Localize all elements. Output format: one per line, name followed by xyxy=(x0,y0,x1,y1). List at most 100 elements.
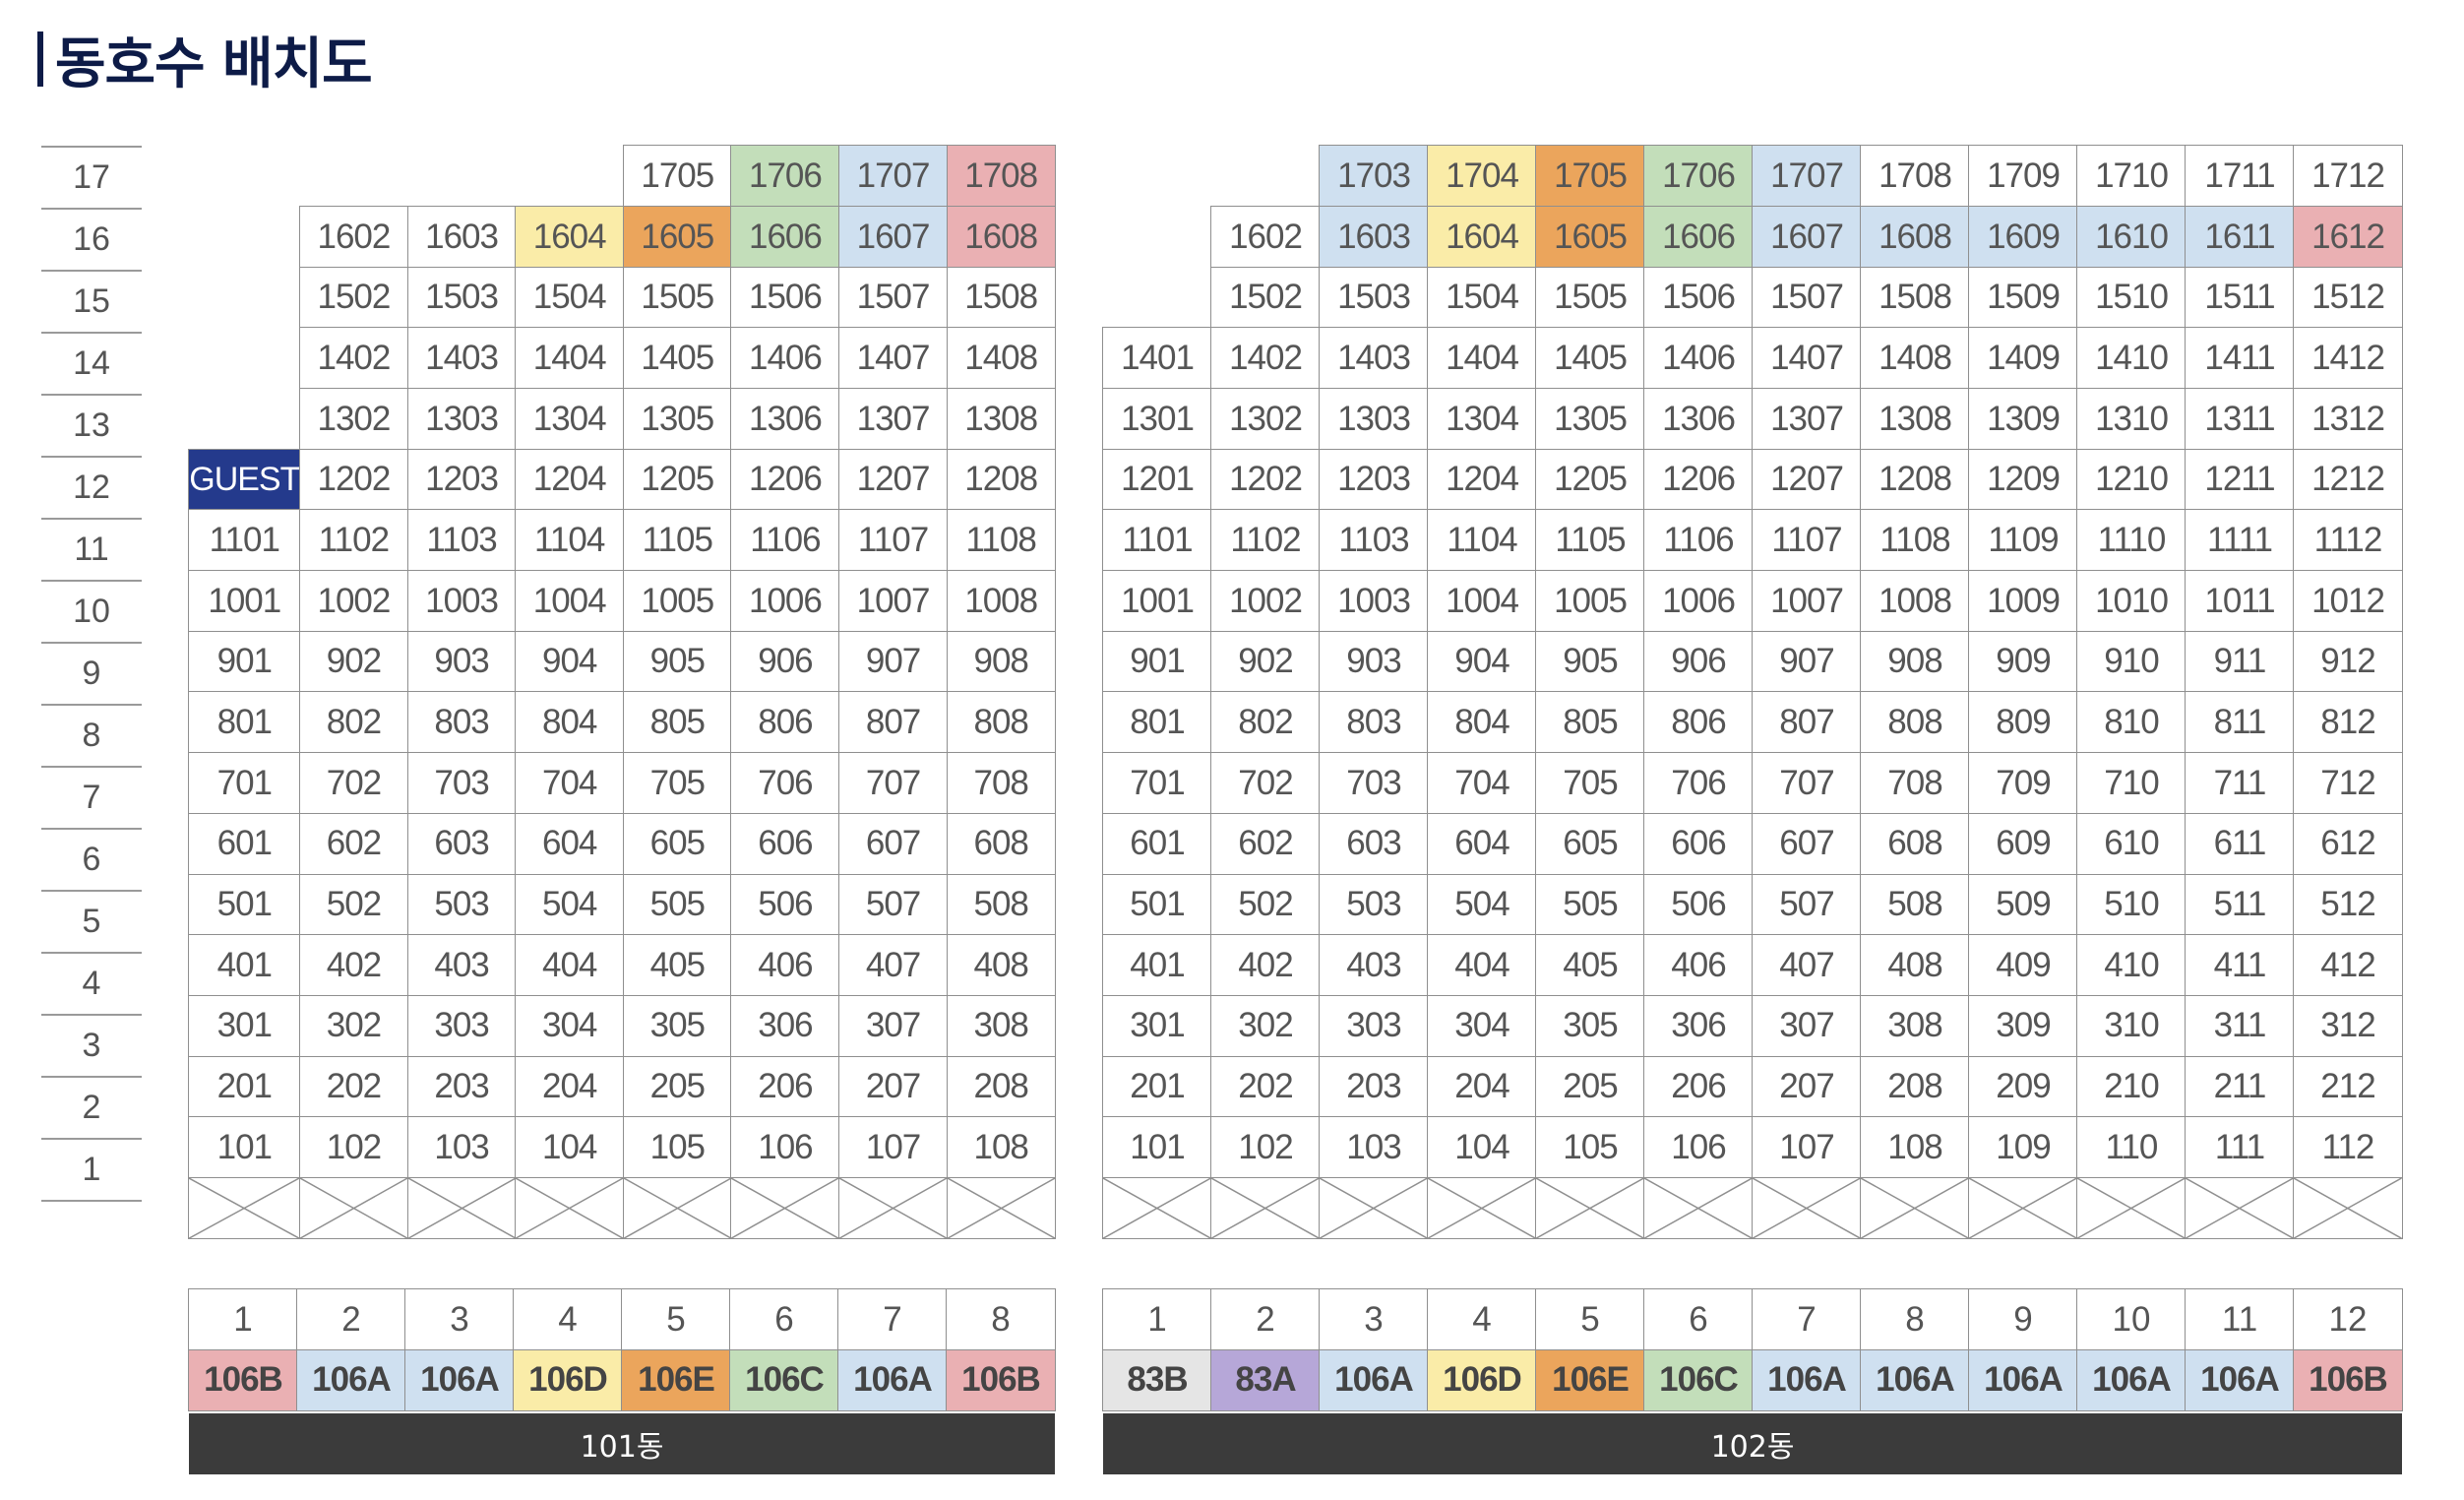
unit-cell: 1312 xyxy=(2293,388,2403,451)
unit-cell: 206 xyxy=(730,1055,840,1118)
unit-cell: 108 xyxy=(946,1116,1056,1179)
unit-cell: 712 xyxy=(2293,752,2403,815)
line-number: 1 xyxy=(188,1288,298,1351)
unit-cell: 604 xyxy=(1427,812,1537,875)
unit-cell: 704 xyxy=(515,752,625,815)
unit-cell: 608 xyxy=(1860,812,1970,875)
unit-cell: 107 xyxy=(1752,1116,1862,1179)
unit-cell: 1206 xyxy=(730,448,840,511)
unit-cell: 1207 xyxy=(1752,448,1862,511)
floor-label: 4 xyxy=(41,952,142,1014)
unit-cell: 203 xyxy=(1319,1055,1429,1118)
floor-label: 11 xyxy=(41,518,142,580)
unit-cell: 106 xyxy=(1643,1116,1754,1179)
unit-cell: 412 xyxy=(2293,934,2403,997)
unit-cell: 1104 xyxy=(515,509,625,572)
unit-cell: 102 xyxy=(298,1116,408,1179)
unit-type: 106C xyxy=(1643,1348,1754,1411)
unit-cell: 1101 xyxy=(1102,509,1212,572)
line-number: 3 xyxy=(404,1288,515,1351)
unit-cell: 702 xyxy=(1210,752,1321,815)
piloti-cell xyxy=(1860,1176,1970,1240)
unit-cell: 212 xyxy=(2293,1055,2403,1118)
unit-cell: 1105 xyxy=(1535,509,1645,572)
unit-cell: 1605 xyxy=(1535,205,1645,269)
unit-cell: 503 xyxy=(406,873,517,936)
unit-cell: 1306 xyxy=(1643,388,1754,451)
unit-cell: 1407 xyxy=(838,327,949,390)
line-number: 3 xyxy=(1319,1288,1429,1351)
unit-cell: 801 xyxy=(188,691,301,754)
unit-cell: 805 xyxy=(622,691,732,754)
unit-cell: 1610 xyxy=(2076,205,2187,269)
guest-room-cell: GUEST xyxy=(188,448,300,511)
title-text: 동호수 배치도 xyxy=(55,31,373,96)
unit-cell: 706 xyxy=(730,752,840,815)
unit-cell: 1208 xyxy=(1860,448,1970,511)
unit-cell: 910 xyxy=(2076,630,2187,693)
unit-cell: 1412 xyxy=(2293,327,2403,390)
unit-cell: 1205 xyxy=(622,448,732,511)
unit-cell: 405 xyxy=(622,934,732,997)
unit-cell: 1110 xyxy=(2076,509,2187,572)
unit-cell: 1105 xyxy=(622,509,732,572)
unit-cell: 1606 xyxy=(730,205,840,269)
unit-cell: 710 xyxy=(2076,752,2187,815)
empty-slot xyxy=(1210,145,1321,207)
unit-cell: 1404 xyxy=(1427,327,1537,390)
unit-cell: 1206 xyxy=(1643,448,1754,511)
unit-cell: 1603 xyxy=(406,205,517,269)
unit-cell: 103 xyxy=(406,1116,517,1179)
building-102-label: 102동 xyxy=(1103,1413,2402,1474)
unit-cell: 1107 xyxy=(838,509,949,572)
unit-cell: 1006 xyxy=(1643,570,1754,633)
unit-cell: 111 xyxy=(2185,1116,2295,1179)
unit-cell: 1511 xyxy=(2185,266,2295,329)
unit-type: 83B xyxy=(1102,1348,1212,1411)
unit-cell: 1603 xyxy=(1319,205,1429,269)
unit-cell: 802 xyxy=(1210,691,1321,754)
unit-cell: 1308 xyxy=(946,388,1056,451)
floor-label: 7 xyxy=(41,766,142,828)
unit-cell: 812 xyxy=(2293,691,2403,754)
unit-cell: 207 xyxy=(1752,1055,1862,1118)
unit-cell: 312 xyxy=(2293,994,2403,1058)
unit-cell: 610 xyxy=(2076,812,2187,875)
unit-cell: 301 xyxy=(1102,994,1212,1058)
unit-cell: 108 xyxy=(1860,1116,1970,1179)
unit-cell: 1509 xyxy=(1968,266,2078,329)
unit-cell: 1607 xyxy=(838,205,949,269)
unit-cell: 404 xyxy=(515,934,625,997)
unit-cell: 1203 xyxy=(1319,448,1429,511)
unit-cell: 1502 xyxy=(1210,266,1321,329)
unit-cell: 1103 xyxy=(406,509,517,572)
unit-cell: 606 xyxy=(730,812,840,875)
line-number: 9 xyxy=(1968,1288,2078,1351)
unit-type: 106A xyxy=(296,1348,406,1411)
unit-cell: 1011 xyxy=(2185,570,2295,633)
unit-cell: 508 xyxy=(1860,873,1970,936)
unit-cell: 1409 xyxy=(1968,327,2078,390)
empty-slot xyxy=(299,145,408,207)
unit-cell: 912 xyxy=(2293,630,2403,693)
unit-grid: 1703 1704 1705 1706 1707 1708 1709 1710 1711 1712… xyxy=(1102,145,2403,1240)
unit-cell: 1502 xyxy=(298,266,408,329)
unit-cell: 907 xyxy=(838,630,949,693)
empty-slot xyxy=(188,206,300,268)
unit-type: 106A xyxy=(2185,1348,2295,1411)
piloti-cell xyxy=(1968,1176,2078,1240)
piloti-cell xyxy=(622,1176,732,1240)
line-number: 2 xyxy=(296,1288,406,1351)
unit-cell: 1002 xyxy=(1210,570,1321,633)
unit-cell: 1102 xyxy=(1210,509,1321,572)
unit-cell: 406 xyxy=(730,934,840,997)
unit-cell: 1308 xyxy=(1860,388,1970,451)
empty-slot xyxy=(188,388,300,450)
unit-cell: 405 xyxy=(1535,934,1645,997)
unit-cell: 204 xyxy=(515,1055,625,1118)
unit-cell: 104 xyxy=(1427,1116,1537,1179)
unit-cell: 706 xyxy=(1643,752,1754,815)
empty-slot xyxy=(515,145,624,207)
unit-cell: 403 xyxy=(1319,934,1429,997)
unit-cell: 1403 xyxy=(1319,327,1429,390)
